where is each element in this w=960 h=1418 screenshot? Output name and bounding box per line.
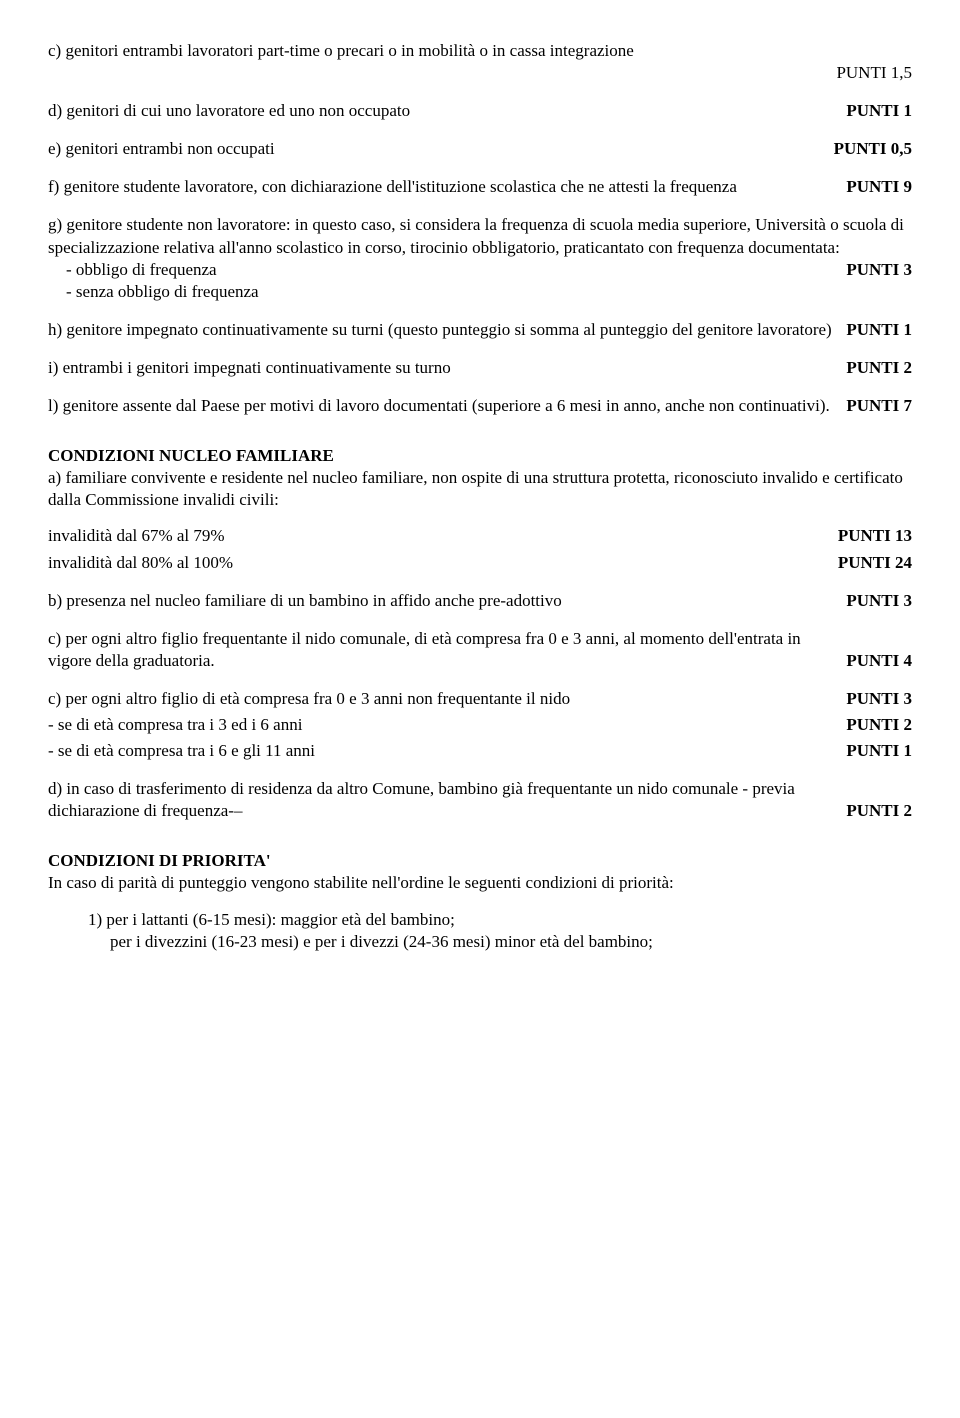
item-l-points: PUNTI 7 (846, 395, 912, 417)
nucleo-d-text: d) in caso di trasferimento di residenza… (48, 778, 846, 822)
section-priorita: CONDIZIONI DI PRIORITA' In caso di parit… (48, 850, 912, 952)
item-g: g) genitore studente non lavoratore: in … (48, 214, 912, 302)
nucleo-c1-points: PUNTI 4 (846, 650, 912, 672)
nucleo-b: b) presenza nel nucleo familiare di un b… (48, 590, 912, 612)
item-d: d) genitori di cui uno lavoratore ed uno… (48, 100, 912, 122)
item-f-text: f) genitore studente lavoratore, con dic… (48, 176, 846, 198)
item-e: e) genitori entrambi non occupati PUNTI … (48, 138, 912, 160)
nucleo-inv1: invalidità dal 67% al 79% PUNTI 13 (48, 525, 912, 547)
item-f: f) genitore studente lavoratore, con dic… (48, 176, 912, 198)
item-e-points: PUNTI 0,5 (834, 138, 912, 160)
nucleo-c2: c) per ogni altro figlio di età compresa… (48, 688, 912, 762)
nucleo-c1-text: c) per ogni altro figlio frequentante il… (48, 628, 846, 672)
item-l-text: l) genitore assente dal Paese per motivi… (48, 395, 846, 417)
nucleo-d-points: PUNTI 2 (846, 800, 912, 822)
nucleo-c1: c) per ogni altro figlio frequentante il… (48, 628, 912, 672)
item-i-points: PUNTI 2 (846, 357, 912, 379)
item-f-points: PUNTI 9 (846, 176, 912, 198)
nucleo-b-text: b) presenza nel nucleo familiare di un b… (48, 590, 846, 612)
item-c-text: c) genitori entrambi lavoratori part-tim… (48, 40, 912, 62)
item-g-intro: g) genitore studente non lavoratore: in … (48, 214, 912, 258)
item-h-points: PUNTI 1 (846, 319, 912, 341)
priorita-item1: 1) per i lattanti (6-15 mesi): maggior e… (48, 909, 912, 931)
item-h-text: h) genitore impegnato continuativamente … (48, 319, 846, 341)
nucleo-inv2-points: PUNTI 24 (838, 552, 912, 574)
priorita-heading: CONDIZIONI DI PRIORITA' (48, 850, 912, 872)
nucleo-d: d) in caso di trasferimento di residenza… (48, 778, 912, 822)
nucleo-a-intro: a) familiare convivente e residente nel … (48, 467, 912, 511)
nucleo-inv1-text: invalidità dal 67% al 79% (48, 525, 838, 547)
item-g-sub1-points: PUNTI 3 (846, 259, 912, 281)
nucleo-heading: CONDIZIONI NUCLEO FAMILIARE (48, 445, 912, 467)
item-e-text: e) genitori entrambi non occupati (48, 138, 834, 160)
section-nucleo: CONDIZIONI NUCLEO FAMILIARE a) familiare… (48, 445, 912, 822)
item-d-points: PUNTI 1 (846, 100, 912, 122)
nucleo-b-points: PUNTI 3 (846, 590, 912, 612)
nucleo-inv2-text: invalidità dal 80% al 100% (48, 552, 838, 574)
item-c: c) genitori entrambi lavoratori part-tim… (48, 40, 912, 84)
nucleo-inv1-points: PUNTI 13 (838, 525, 912, 547)
priorita-item1b: per i divezzini (16-23 mesi) e per i div… (48, 931, 912, 953)
item-c-points: PUNTI 1,5 (48, 62, 912, 84)
nucleo-c2-text: c) per ogni altro figlio di età compresa… (48, 688, 846, 710)
nucleo-c2b-points: PUNTI 1 (846, 740, 912, 762)
item-i-text: i) entrambi i genitori impegnati continu… (48, 357, 846, 379)
item-i: i) entrambi i genitori impegnati continu… (48, 357, 912, 379)
item-h: h) genitore impegnato continuativamente … (48, 319, 912, 341)
nucleo-c2b-text: - se di età compresa tra i 6 e gli 11 an… (48, 740, 846, 762)
item-g-sub1: - obbligo di frequenza (66, 259, 846, 281)
nucleo-inv2: invalidità dal 80% al 100% PUNTI 24 (48, 552, 912, 574)
nucleo-c2a-text: - se di età compresa tra i 3 ed i 6 anni (48, 714, 846, 736)
item-d-text: d) genitori di cui uno lavoratore ed uno… (48, 100, 846, 122)
priorita-intro: In caso di parità di punteggio vengono s… (48, 872, 912, 894)
nucleo-c2-points: PUNTI 3 (846, 688, 912, 710)
item-g-sub2: - senza obbligo di frequenza (48, 281, 912, 303)
nucleo-c2a-points: PUNTI 2 (846, 714, 912, 736)
item-l: l) genitore assente dal Paese per motivi… (48, 395, 912, 417)
